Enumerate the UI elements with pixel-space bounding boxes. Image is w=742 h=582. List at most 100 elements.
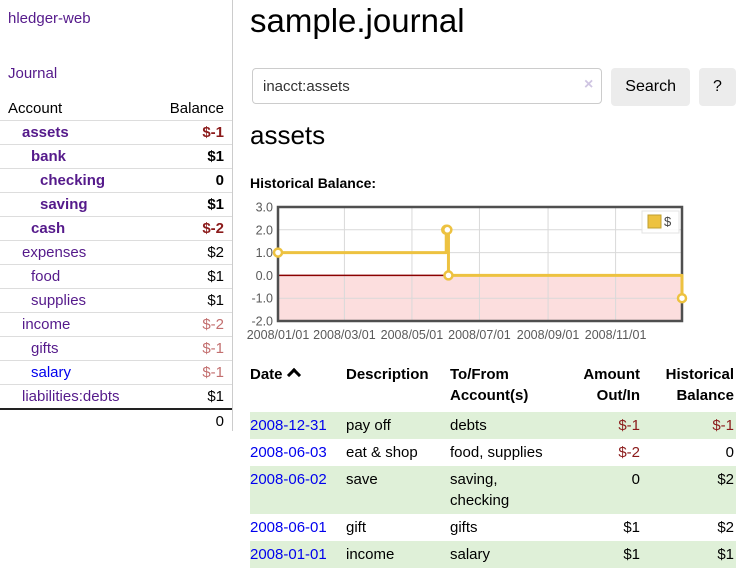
account-balance: $-1 — [146, 120, 232, 145]
transaction-amount: $1 — [623, 519, 640, 536]
x-axis-tick-label: 2008/11/01 — [585, 328, 647, 342]
accounts-table-body: assets $-1 bank $1 checking 0 saving $1 cash $-2 e… — [0, 120, 232, 409]
y-axis-tick-label: 2.0 — [256, 223, 273, 237]
transaction-description: income — [346, 541, 450, 568]
transaction-balance: $2 — [642, 466, 736, 514]
transaction-description: pay off — [346, 412, 450, 439]
transaction-description: gift — [346, 519, 367, 536]
account-row: cash $-2 — [0, 216, 232, 241]
sidebar: hledger-web Journal Account Balance asse… — [0, 0, 233, 433]
transaction-row: 2008-01-01 income salary $1 $1 — [250, 541, 736, 568]
column-header-amount: Amount Out/In — [583, 366, 640, 404]
account-link-checking[interactable]: checking — [40, 172, 106, 189]
transaction-row: 2008-06-02 save saving, checking 0 $2 — [250, 466, 736, 514]
transaction-accounts: debts — [450, 412, 562, 439]
account-balance: $1 — [146, 384, 232, 409]
transaction-row: 2008-12-31 pay off debts $-1 $-1 — [250, 412, 736, 439]
legend-swatch-icon — [647, 214, 662, 229]
transactions-header-row: Date Description To/From Account(s) Amou… — [250, 362, 736, 412]
transaction-amount: $-1 — [562, 412, 642, 439]
account-balance: 0 — [146, 168, 232, 193]
clear-search-icon[interactable]: × — [583, 76, 594, 93]
chart-legend: $ — [641, 210, 680, 234]
account-link-cash[interactable]: cash — [31, 220, 66, 237]
account-row: supplies $1 — [0, 288, 232, 313]
transaction-date-link[interactable]: 2008-06-02 — [250, 471, 327, 488]
transaction-accounts: food, supplies — [450, 444, 543, 461]
help-button[interactable]: ? — [699, 68, 736, 106]
y-axis-tick-label: -2.0 — [251, 315, 273, 329]
search-form: × Search ? — [252, 68, 736, 106]
x-axis-tick-label: 2008/09/01 — [517, 328, 580, 342]
account-link-income[interactable]: income — [22, 316, 71, 333]
account-link-bank[interactable]: bank — [31, 148, 67, 165]
account-balance: $1 — [146, 288, 232, 313]
accounts-total-value: 0 — [146, 408, 232, 433]
account-link-food[interactable]: food — [31, 268, 61, 285]
account-row: liabilities:debts $1 — [0, 384, 232, 409]
transaction-balance: $-1 — [642, 412, 736, 439]
transaction-row: 2008-06-03 eat & shop food, supplies $-2 0 — [250, 439, 736, 466]
legend-label: $ — [664, 214, 672, 229]
account-row: expenses $2 — [0, 240, 232, 265]
account-balance: $1 — [146, 192, 232, 217]
account-balance: $1 — [146, 144, 232, 169]
account-row: income $-2 — [0, 312, 232, 337]
account-balance: $-1 — [146, 336, 232, 361]
accounts-header-account: Account — [8, 100, 63, 117]
transaction-description: save — [346, 466, 450, 514]
account-row: gifts $-1 — [0, 336, 232, 361]
search-input[interactable] — [252, 68, 603, 104]
account-link-expenses[interactable]: expenses — [22, 244, 87, 261]
account-row: assets $-1 — [0, 120, 232, 145]
transaction-description: eat & shop — [346, 444, 418, 461]
chart-title: Historical Balance: — [250, 175, 377, 191]
data-point-marker — [443, 270, 454, 281]
transactions-table: Date Description To/From Account(s) Amou… — [250, 362, 736, 568]
transaction-accounts: salary — [450, 541, 562, 568]
x-axis-tick-label: 2008/03/01 — [313, 328, 376, 342]
accounts-total-row: 0 — [0, 408, 232, 433]
column-header-balance: Historical Balance — [665, 366, 734, 404]
historical-balance-chart: $3.0 2.0 1.0 0.0 -1.0 -2.0 2008/01/01 2008/03/0… — [246, 201, 706, 348]
transaction-amount: 0 — [562, 466, 642, 514]
transactions-table-body: 2008-12-31 pay off debts $-1 $-1 2008-06-03 ea… — [250, 412, 736, 568]
transaction-date-link[interactable]: 2008-12-31 — [250, 417, 327, 434]
data-point-marker — [442, 224, 453, 236]
data-point-marker — [676, 292, 688, 304]
transaction-balance: 0 — [725, 444, 734, 461]
transaction-date-link[interactable]: 2008-06-01 — [250, 519, 327, 536]
accounts-header-balance: Balance — [169, 100, 224, 117]
account-balance: $1 — [146, 264, 232, 289]
account-link-liabilities-debts[interactable]: liabilities:debts — [22, 388, 120, 405]
data-point-marker — [272, 247, 284, 258]
account-link-salary[interactable]: salary — [31, 364, 72, 381]
transaction-amount: $-2 — [618, 444, 640, 461]
transaction-balance: $2 — [717, 519, 734, 536]
column-header-accounts: To/From Account(s) — [450, 366, 529, 404]
accounts-balance-table: Account Balance assets $-1 bank $1 checking 0… — [0, 97, 232, 433]
account-link-supplies[interactable]: supplies — [31, 292, 87, 309]
account-page-title: assets — [250, 120, 326, 150]
x-axis-tick-label: 2008/07/01 — [448, 328, 511, 342]
column-header-date[interactable]: Date — [250, 362, 346, 412]
search-button[interactable]: Search — [611, 68, 690, 106]
plot-border — [276, 205, 684, 323]
y-axis-tick-label: 3.0 — [256, 202, 273, 215]
account-link-gifts[interactable]: gifts — [31, 340, 59, 357]
account-link-assets[interactable]: assets — [22, 124, 69, 141]
sidebar-item-journal[interactable]: Journal — [8, 65, 58, 82]
account-balance: $2 — [146, 240, 232, 265]
transaction-row: 2008-06-01 gift gifts $1 $2 — [250, 514, 736, 541]
page-title: sample.journal — [250, 2, 465, 39]
account-link-saving[interactable]: saving — [40, 196, 88, 213]
app-title-link[interactable]: hledger-web — [8, 10, 91, 27]
transaction-date-link[interactable]: 2008-01-01 — [250, 546, 327, 563]
transaction-date-link[interactable]: 2008-06-03 — [250, 444, 327, 461]
account-balance: $-2 — [146, 216, 232, 241]
y-axis-tick-label: -1.0 — [251, 292, 273, 306]
search-box: × — [252, 68, 603, 106]
accounts-header-row: Account Balance — [0, 97, 232, 121]
account-row: salary $-1 — [0, 360, 232, 385]
